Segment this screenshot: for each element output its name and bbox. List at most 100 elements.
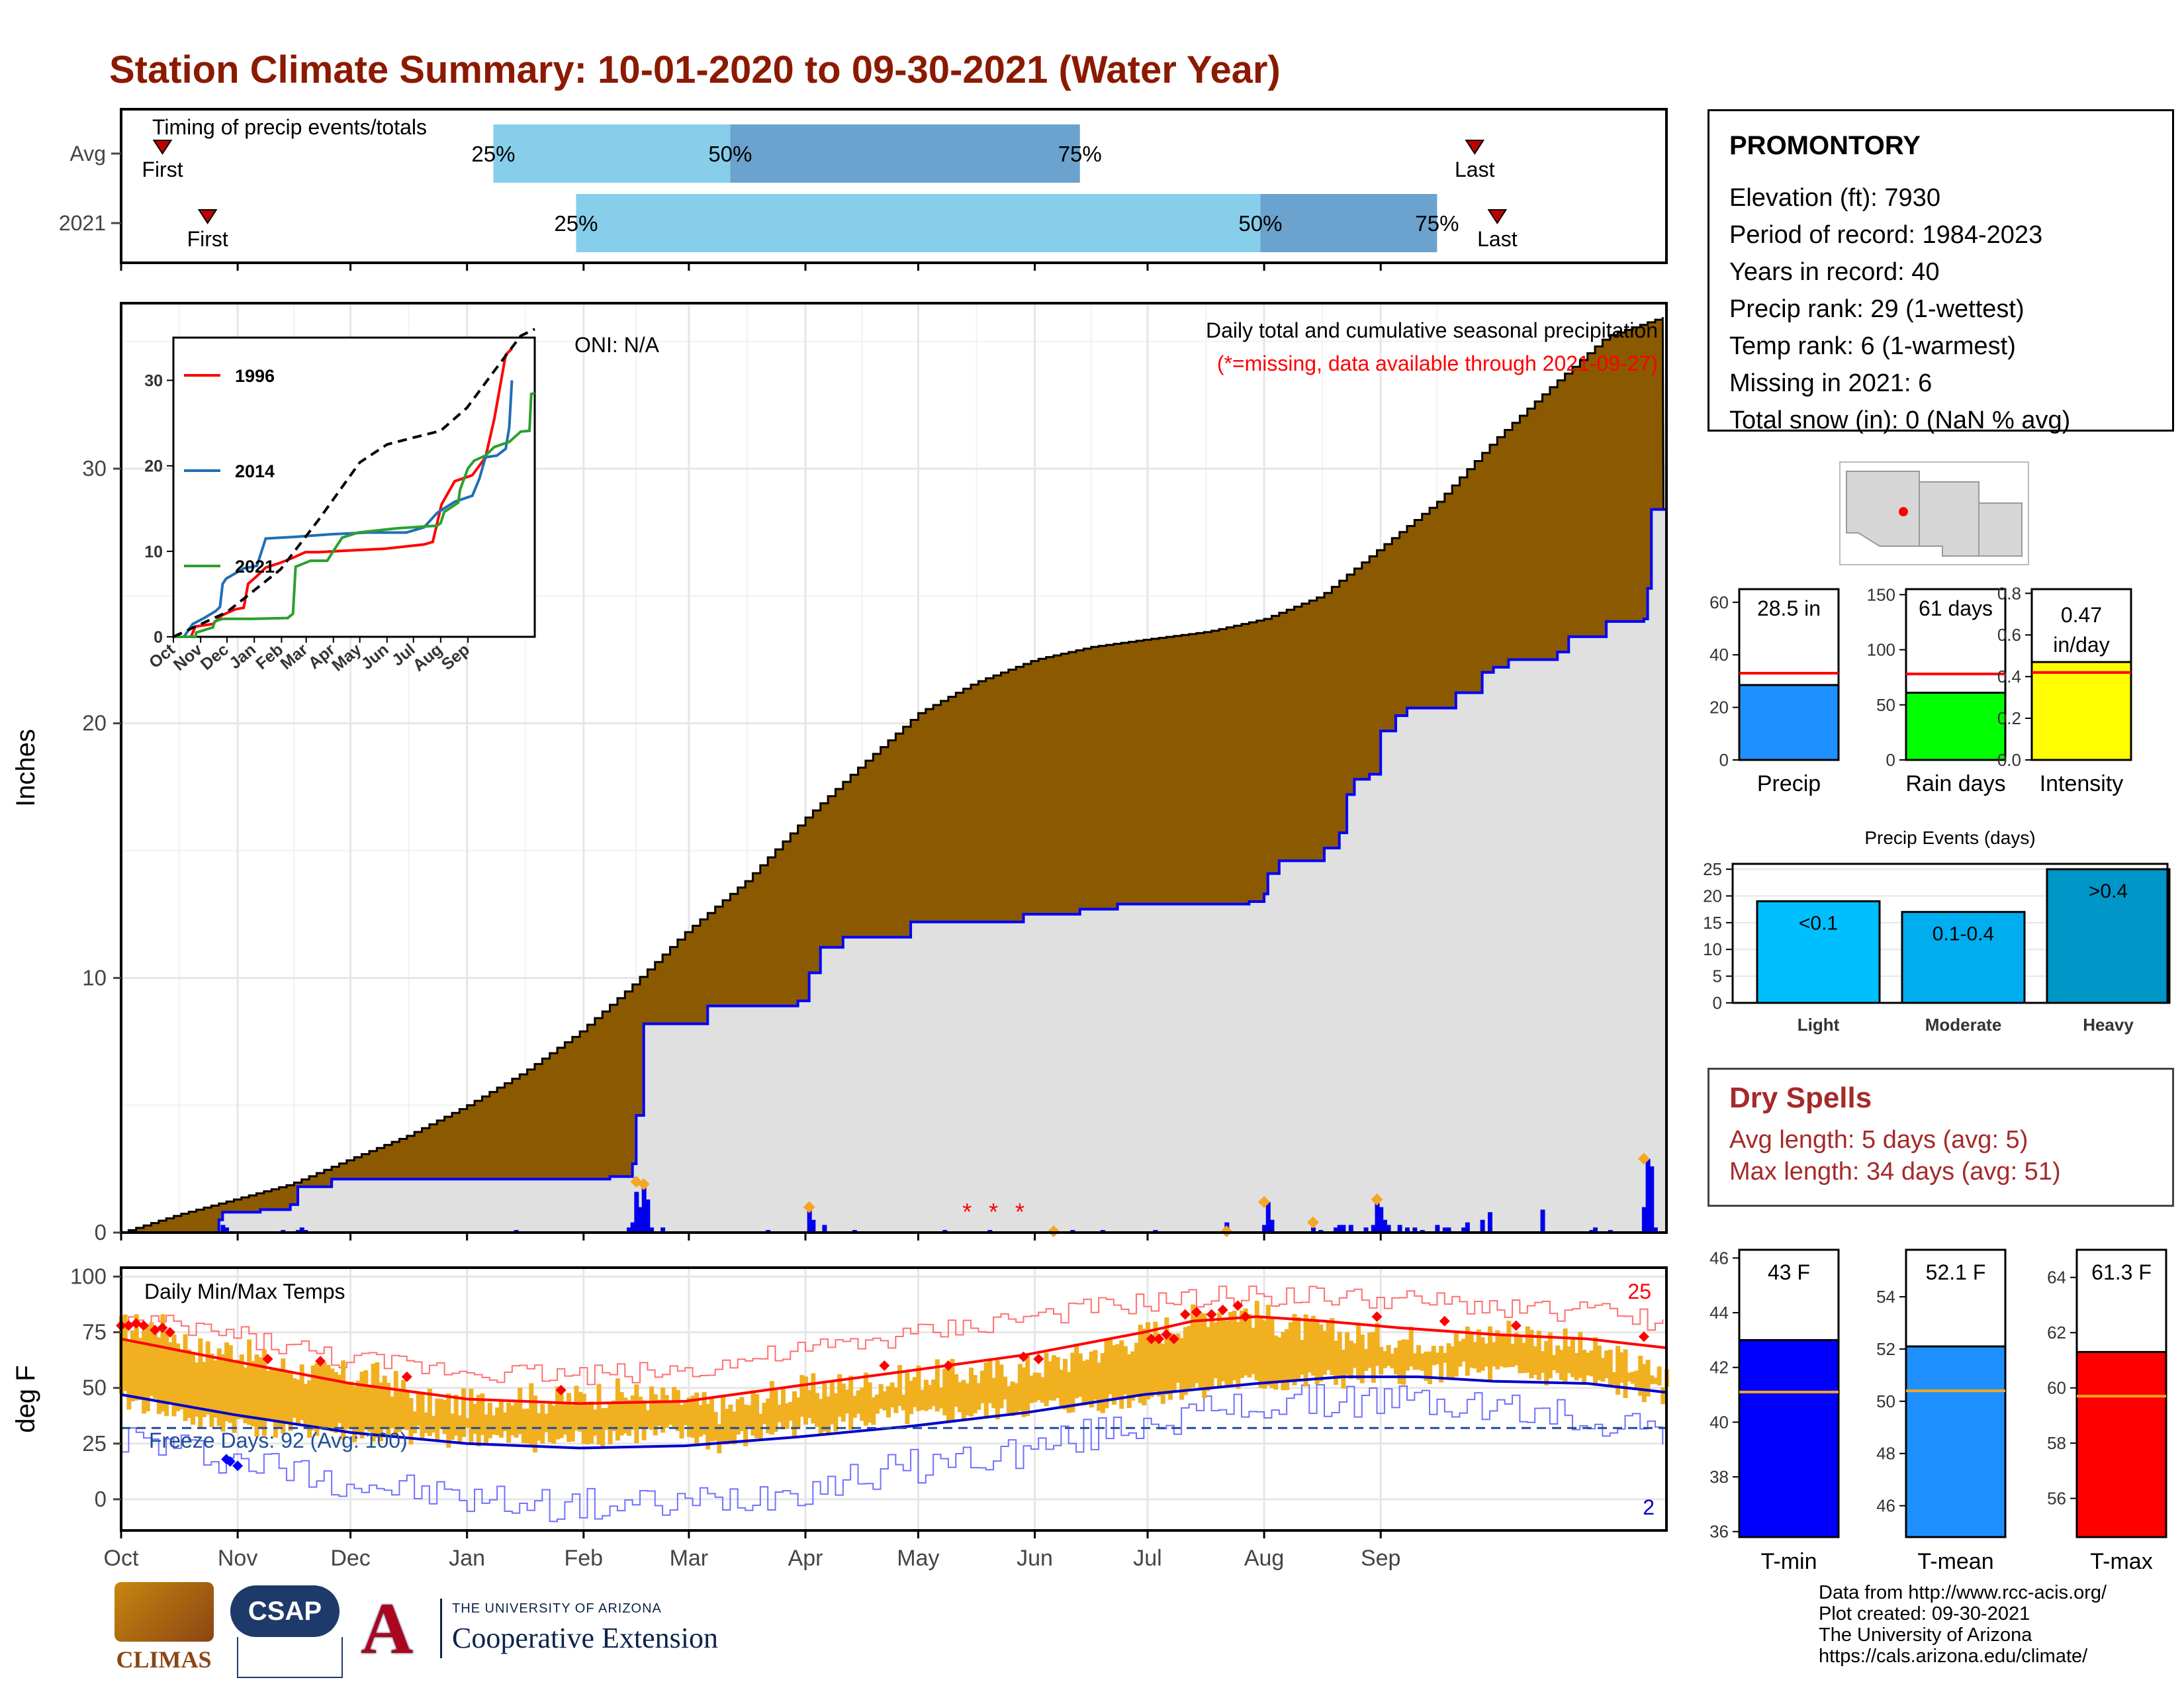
record-high-marker xyxy=(879,1360,890,1372)
oni-label: ONI: N/A xyxy=(574,333,660,357)
daily-temp-bar xyxy=(265,1370,271,1419)
daily-precip-bar xyxy=(299,1227,304,1233)
daily-temp-bar xyxy=(1292,1313,1297,1385)
university-of-arizona-logo[interactable]: A THE UNIVERSITY OF ARIZONA Cooperative … xyxy=(361,1592,738,1665)
daily-temp-bar xyxy=(239,1354,244,1419)
daily-temp-bar xyxy=(277,1370,282,1428)
daily-temp-bar xyxy=(976,1383,981,1410)
station-name: PROMONTORY xyxy=(1729,131,1921,160)
daily-temp-bar xyxy=(1213,1322,1218,1379)
daily-temp-bar xyxy=(1247,1314,1252,1378)
daily-temp-bar xyxy=(1593,1336,1598,1386)
daily-precip-bar xyxy=(1653,1227,1658,1233)
total-y-tick-label: 0.6 xyxy=(1997,625,2021,645)
daily-temp-bar xyxy=(784,1403,790,1429)
daily-temp-bar xyxy=(1502,1334,1508,1368)
daily-temp-bar xyxy=(844,1389,850,1414)
record-high-marker xyxy=(1168,1333,1179,1344)
daily-precip-bar xyxy=(1348,1225,1353,1233)
daily-temp-bar xyxy=(386,1383,391,1434)
total-bar xyxy=(2030,661,2132,761)
daily-temp-bar xyxy=(487,1402,492,1438)
record-high-marker xyxy=(1371,1311,1383,1323)
daily-temp-bar xyxy=(1254,1301,1259,1381)
daily-temp-bar xyxy=(160,1314,165,1412)
daily-temp-bar xyxy=(585,1405,590,1444)
daily-precip-bar xyxy=(1269,1219,1275,1233)
record-high-marker xyxy=(555,1385,567,1396)
daily-precip-bar xyxy=(1645,1158,1651,1233)
daily-precip-bar xyxy=(1382,1219,1387,1233)
daily-temp-bar xyxy=(927,1384,933,1409)
timing-bar-50-75 xyxy=(1260,194,1437,252)
daily-temp-bar xyxy=(1544,1340,1549,1385)
daily-temp-bar xyxy=(529,1383,534,1445)
total-bar xyxy=(1905,691,2007,761)
temp-mean-category-label: T-mean xyxy=(1917,1549,1993,1574)
uaz-logo-small-text: THE UNIVERSITY OF ARIZONA xyxy=(452,1601,662,1616)
daily-temp-bar xyxy=(1093,1350,1098,1400)
daily-precip-bar xyxy=(630,1222,635,1233)
daily-temp-bar xyxy=(344,1382,349,1430)
daily-precip-bar xyxy=(822,1225,827,1233)
daily-temp-bar xyxy=(574,1385,579,1431)
total-category-label: Intensity xyxy=(2040,771,2124,796)
arizona-a-icon: A xyxy=(361,1588,414,1669)
climas-logo[interactable]: CLIMAS xyxy=(109,1582,218,1685)
inset-series-line xyxy=(173,391,535,638)
daily-temp-bar xyxy=(1228,1311,1233,1387)
daily-temp-bar xyxy=(1345,1332,1350,1375)
daily-temp-bar xyxy=(867,1382,872,1423)
record-low-marker xyxy=(232,1460,244,1472)
daily-temp-bar xyxy=(352,1385,357,1442)
precip-panel-frame xyxy=(120,302,1668,1234)
daily-temp-bar xyxy=(980,1370,985,1403)
daily-temp-bar xyxy=(1130,1351,1136,1401)
csap-logo[interactable]: CSAP xyxy=(230,1585,349,1685)
total-y-tick-label: 50 xyxy=(1876,695,1895,715)
temp-mean-y-tick-label: 38 xyxy=(1709,1467,1729,1487)
total-value-label: in/day xyxy=(2053,633,2109,657)
precip-y-tick-label: 20 xyxy=(82,711,107,735)
climas-logo-text: CLIMAS xyxy=(116,1646,212,1673)
daily-temp-bar xyxy=(634,1384,639,1444)
daily-temp-bar xyxy=(1450,1346,1455,1378)
daily-temp-bar xyxy=(1269,1318,1275,1388)
temp-mean-y-tick-label: 36 xyxy=(1709,1522,1729,1542)
daily-temp-bar xyxy=(615,1378,620,1441)
timing-pct-label: 50% xyxy=(1238,211,1282,236)
daily-temp-bar xyxy=(1356,1323,1361,1380)
daily-temp-bar xyxy=(893,1387,899,1413)
daily-temp-bar xyxy=(198,1338,203,1428)
daily-temp-bar xyxy=(514,1402,519,1438)
station-temp-rank: Temp rank: 6 (1-warmest) xyxy=(1729,332,2016,360)
record-high-marker xyxy=(1033,1353,1044,1364)
daily-precip-bar xyxy=(1386,1225,1391,1233)
timing-pct-label: 25% xyxy=(554,211,598,236)
daily-temp-bar xyxy=(416,1393,421,1427)
daily-temp-bar xyxy=(1641,1364,1647,1403)
daily-temp-bar xyxy=(1126,1354,1132,1409)
inset-frame xyxy=(172,336,536,638)
daily-temp-bar xyxy=(1171,1335,1177,1392)
daily-temp-bar xyxy=(134,1314,139,1401)
daily-temp-bar xyxy=(1657,1366,1662,1386)
daily-temp-bar xyxy=(1160,1343,1165,1404)
last-event-label: Last xyxy=(1455,158,1495,181)
daily-temp-bar xyxy=(1216,1312,1222,1389)
daily-temp-bar xyxy=(638,1396,643,1429)
daily-temp-bar xyxy=(1183,1327,1188,1395)
daily-temp-bar xyxy=(664,1395,669,1429)
daily-temp-bar xyxy=(408,1397,414,1445)
daily-temp-bar xyxy=(1401,1339,1406,1385)
daily-temp-bar xyxy=(1487,1326,1492,1380)
total-value-label: 0.47 xyxy=(2061,603,2102,627)
daily-temp-bar xyxy=(1518,1336,1523,1374)
daily-temp-bar xyxy=(983,1362,989,1417)
daily-temp-bar xyxy=(1085,1359,1091,1402)
inset-legend-label: 2021 xyxy=(235,557,275,577)
daily-temp-bar xyxy=(1484,1343,1489,1367)
daily-temp-bar xyxy=(679,1405,684,1439)
logo-divider xyxy=(440,1599,442,1658)
daily-temp-bar xyxy=(818,1399,823,1435)
